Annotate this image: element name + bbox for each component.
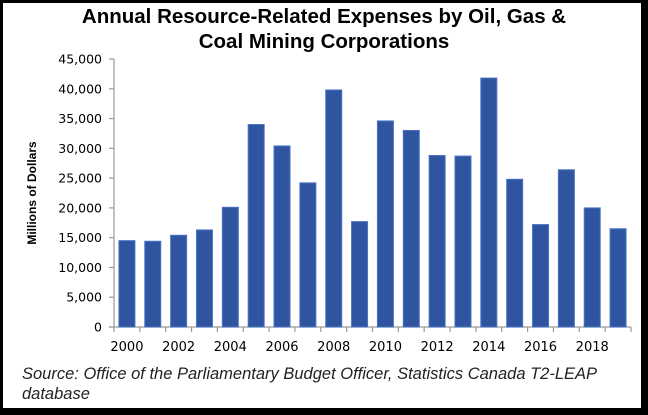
bar-2016 — [532, 224, 550, 328]
y-tick-label: 30,000 — [58, 141, 102, 156]
bar-2005 — [247, 124, 265, 328]
chart-frame — [3, 3, 641, 408]
bar-2015 — [506, 178, 524, 328]
x-tick-label: 2000 — [110, 340, 143, 355]
x-tick-label: 2018 — [576, 340, 609, 355]
bar-2000 — [118, 240, 136, 328]
y-tick-label: 0 — [94, 320, 102, 335]
chart-title: Annual Resource-Related Expenses by Oil,… — [0, 4, 648, 54]
y-tick-label: 35,000 — [58, 111, 102, 126]
y-tick-label: 40,000 — [58, 81, 102, 96]
source-note: Source: Office of the Parliamentary Budg… — [22, 365, 597, 403]
bar-2011 — [402, 129, 420, 328]
x-tick-label: 2002 — [162, 340, 195, 355]
bar-2018 — [583, 207, 601, 328]
bar-2009 — [351, 221, 369, 328]
x-tick-label: 2012 — [421, 340, 454, 355]
bar-2017 — [557, 169, 575, 328]
y-tick-label: 10,000 — [58, 260, 102, 275]
chart-title-line-1: Annual Resource-Related Expenses by Oil,… — [81, 5, 567, 28]
bar-2008 — [325, 89, 343, 328]
bar-2004 — [221, 206, 239, 328]
bar-2006 — [273, 145, 291, 328]
x-axis: 2000 2002 2004 2006 2008 2010 2012 2014 2016 2018 — [109, 326, 632, 355]
x-tick-label: 2016 — [524, 340, 557, 355]
y-tick-label: 45,000 — [58, 52, 102, 67]
y-axis-title: Millions of Dollars — [25, 141, 39, 245]
y-tick-label: 25,000 — [58, 171, 102, 186]
bars — [118, 77, 627, 328]
y-tick-label: 5,000 — [66, 290, 102, 305]
bar-2001 — [144, 240, 162, 328]
x-tick-label: 2010 — [369, 340, 402, 355]
bar-2014 — [480, 77, 498, 328]
bar-2013 — [454, 155, 472, 328]
y-tick-label: 20,000 — [58, 200, 102, 215]
x-tick-label: 2014 — [472, 340, 505, 355]
x-tick-label: 2004 — [214, 340, 247, 355]
bar-2002 — [170, 234, 188, 328]
chart-title-line-2: Coal Mining Corporations — [198, 30, 450, 53]
bar-2019 — [609, 228, 627, 328]
bar-2010 — [376, 120, 394, 328]
x-tick-label: 2006 — [265, 340, 298, 355]
y-axis: 0 5,000 10,000 15,000 20,000 25,000 30,000 35,0… — [58, 52, 115, 335]
bar-2007 — [299, 182, 317, 328]
x-tick-label: 2008 — [317, 340, 350, 355]
bar-2003 — [195, 229, 213, 328]
y-tick-label: 15,000 — [58, 230, 102, 245]
bar-2012 — [428, 154, 446, 328]
